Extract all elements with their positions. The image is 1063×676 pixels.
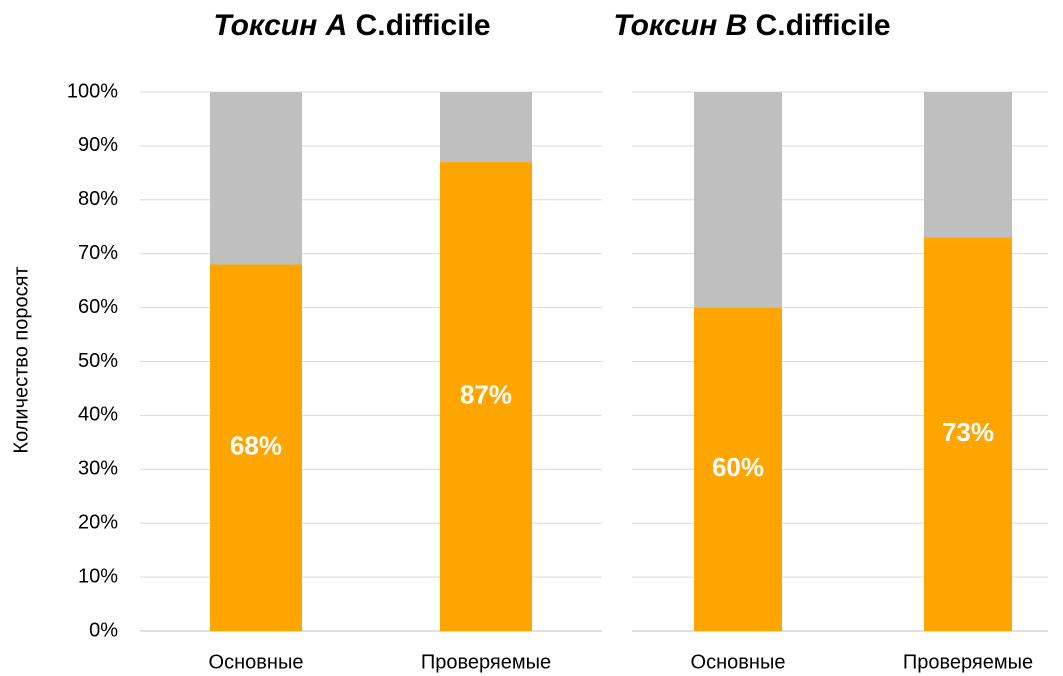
chart-title: Токсин B C.difficile [613, 9, 890, 42]
title-part: C.difficile [356, 9, 491, 42]
y-tick-label: 10% [78, 565, 118, 587]
value-label: 60% [712, 452, 764, 482]
bar-segment [210, 92, 302, 265]
bar-segment [694, 307, 782, 631]
y-axis-label: Количество поросят [10, 266, 32, 453]
y-tick-label: 50% [78, 350, 118, 372]
y-tick-label: 90% [78, 134, 118, 156]
x-tick-label: Проверяемые [903, 651, 1033, 673]
y-tick-label: 100% [67, 80, 118, 102]
bar-segment [924, 237, 1012, 631]
bar-segment [210, 264, 302, 631]
x-tick-label: Проверяемые [421, 651, 551, 673]
title-part: C.difficile [756, 9, 891, 42]
y-tick-label: 80% [78, 188, 118, 210]
y-tick-label: 60% [78, 296, 118, 318]
bar-segment [924, 92, 1012, 238]
y-tick-label: 30% [78, 458, 118, 480]
title-part: Токсин A [213, 9, 347, 42]
value-label: 68% [230, 431, 282, 461]
title-part: Токсин B [613, 9, 747, 42]
value-label: 73% [942, 417, 994, 447]
bar-segment [440, 162, 532, 631]
y-tick-label: 0% [89, 619, 118, 641]
x-tick-label: Основные [691, 651, 786, 673]
y-tick-label: 40% [78, 404, 118, 426]
x-tick-label: Основные [209, 651, 304, 673]
chart-title: Токсин A C.difficile [213, 9, 490, 42]
y-tick-label: 20% [78, 511, 118, 533]
bar-segment [694, 92, 782, 308]
y-tick-label: 70% [78, 242, 118, 264]
value-label: 87% [460, 379, 512, 409]
bar-segment [440, 92, 532, 163]
